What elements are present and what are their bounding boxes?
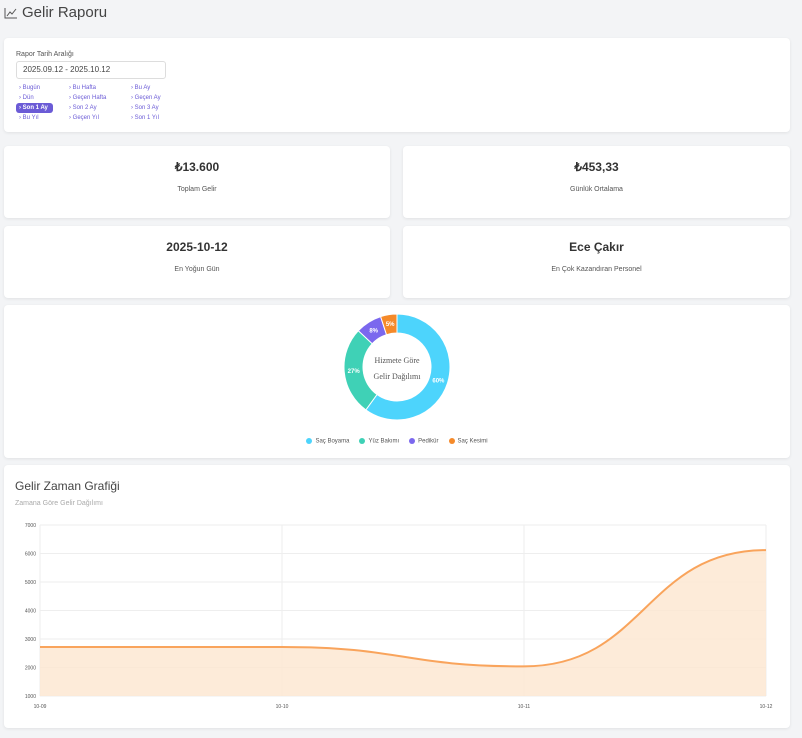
quick-range-option[interactable]: › Dün bbox=[19, 95, 34, 101]
y-tick-label: 1000 bbox=[25, 694, 36, 700]
donut-center-title: Gelir Dağılımı bbox=[374, 372, 422, 381]
donut-chart: 60% 27% 8% 5% Hizmete Göre Gelir Dağılımı bbox=[343, 313, 451, 421]
slice-label: 60% bbox=[432, 378, 445, 384]
stat-value: Ece Çakır bbox=[569, 240, 624, 254]
y-tick-label: 4000 bbox=[25, 609, 36, 615]
legend-label: Pedikür bbox=[418, 438, 439, 445]
quick-range-option[interactable]: › Son 1 Ay bbox=[16, 103, 53, 113]
chart-title: Gelir Zaman Grafiği bbox=[15, 479, 120, 493]
stat-top-staff: Ece Çakır En Çok Kazandıran Personel bbox=[403, 226, 790, 298]
y-tick-label: 7000 bbox=[25, 523, 36, 529]
stat-label: Toplam Gelir bbox=[177, 186, 217, 193]
date-filter-card: Rapor Tarih Aralığı 2025.09.12 - 2025.10… bbox=[4, 38, 790, 132]
stat-value: ₺13.600 bbox=[174, 160, 220, 174]
quick-range-option[interactable]: › Son 1 Yıl bbox=[131, 115, 159, 121]
legend-dot bbox=[306, 438, 313, 444]
stat-label: Günlük Ortalama bbox=[570, 186, 623, 193]
date-range-input[interactable]: 2025.09.12 - 2025.10.12 bbox=[16, 61, 166, 79]
slice-label: 5% bbox=[386, 322, 395, 328]
quick-range-option[interactable]: › Geçen Ay bbox=[131, 95, 161, 101]
legend-label: Saç Kesimi bbox=[457, 438, 488, 445]
legend-dot bbox=[409, 438, 416, 444]
legend-item[interactable]: Yüz Bakımı bbox=[359, 438, 399, 445]
y-tick-label: 3000 bbox=[25, 637, 36, 643]
donut-center-title: Hizmete Göre bbox=[374, 356, 420, 365]
stat-value: ₺453,33 bbox=[574, 160, 619, 174]
donut-slice bbox=[365, 313, 451, 421]
stat-total-revenue: ₺13.600 Toplam Gelir bbox=[4, 146, 390, 218]
chart-subtitle: Zamana Göre Gelir Dağılımı bbox=[15, 500, 103, 507]
x-tick-label: 10-11 bbox=[518, 704, 531, 710]
stat-label: En Çok Kazandıran Personel bbox=[551, 266, 642, 273]
stat-busiest-day: 2025-10-12 En Yoğun Gün bbox=[4, 226, 390, 298]
service-donut-card: 60% 27% 8% 5% Hizmete Göre Gelir Dağılımı Saç… bbox=[4, 305, 790, 458]
slice-label: 27% bbox=[348, 369, 361, 375]
stat-label: En Yoğun Gün bbox=[174, 266, 220, 273]
revenue-time-card: Gelir Zaman Grafiği Zamana Göre Gelir Da… bbox=[4, 465, 790, 728]
area-chart: 1000 2000 3000 4000 5000 6000 7000 10-09 10-10 10… bbox=[25, 523, 773, 710]
quick-range-option[interactable]: › Bu Ay bbox=[131, 85, 151, 91]
quick-range-option[interactable]: › Bugün bbox=[19, 85, 41, 91]
quick-range-list: › Bugün › Bu Hafta › Bu Ay › Dün › Geçen Haf… bbox=[16, 83, 188, 123]
area-fill bbox=[40, 550, 766, 696]
donut-slice bbox=[379, 313, 398, 336]
page-title: Gelir Raporu bbox=[4, 4, 107, 21]
legend-item[interactable]: Saç Kesimi bbox=[448, 438, 488, 445]
stat-daily-average: ₺453,33 Günlük Ortalama bbox=[403, 146, 790, 218]
y-tick-label: 6000 bbox=[25, 552, 36, 558]
slice-label: 8% bbox=[369, 328, 378, 334]
quick-range-option[interactable]: › Geçen Hafta bbox=[69, 95, 107, 101]
series-line bbox=[40, 549, 767, 668]
chart-line-icon bbox=[4, 7, 17, 18]
y-tick-label: 5000 bbox=[25, 580, 36, 586]
quick-range-option[interactable]: › Bu Hafta bbox=[69, 85, 97, 91]
legend-item[interactable]: Pedikür bbox=[409, 438, 439, 445]
stat-value: 2025-10-12 bbox=[166, 240, 228, 254]
y-tick-label: 2000 bbox=[25, 666, 36, 672]
legend-label: Saç Boyama bbox=[315, 438, 350, 445]
legend-label: Yüz Bakımı bbox=[368, 438, 400, 445]
page-title-text: Gelir Raporu bbox=[22, 4, 108, 21]
legend-dot bbox=[448, 438, 455, 444]
x-tick-label: 10-12 bbox=[760, 704, 773, 710]
legend-item[interactable]: Saç Boyama bbox=[306, 438, 349, 445]
date-range-label: Rapor Tarih Aralığı bbox=[16, 51, 74, 58]
x-tick-label: 10-10 bbox=[276, 704, 289, 710]
legend-dot bbox=[359, 438, 366, 444]
donut-legend: Saç Boyama Yüz Bakımı Pedikür Saç Kesimi bbox=[4, 438, 790, 445]
x-tick-label: 10-09 bbox=[34, 704, 47, 710]
quick-range-option[interactable]: › Son 2 Ay bbox=[69, 105, 97, 111]
quick-range-option[interactable]: › Son 3 Ay bbox=[131, 105, 159, 111]
quick-range-option[interactable]: › Geçen Yıl bbox=[69, 115, 99, 121]
quick-range-option[interactable]: › Bu Yıl bbox=[19, 115, 39, 121]
